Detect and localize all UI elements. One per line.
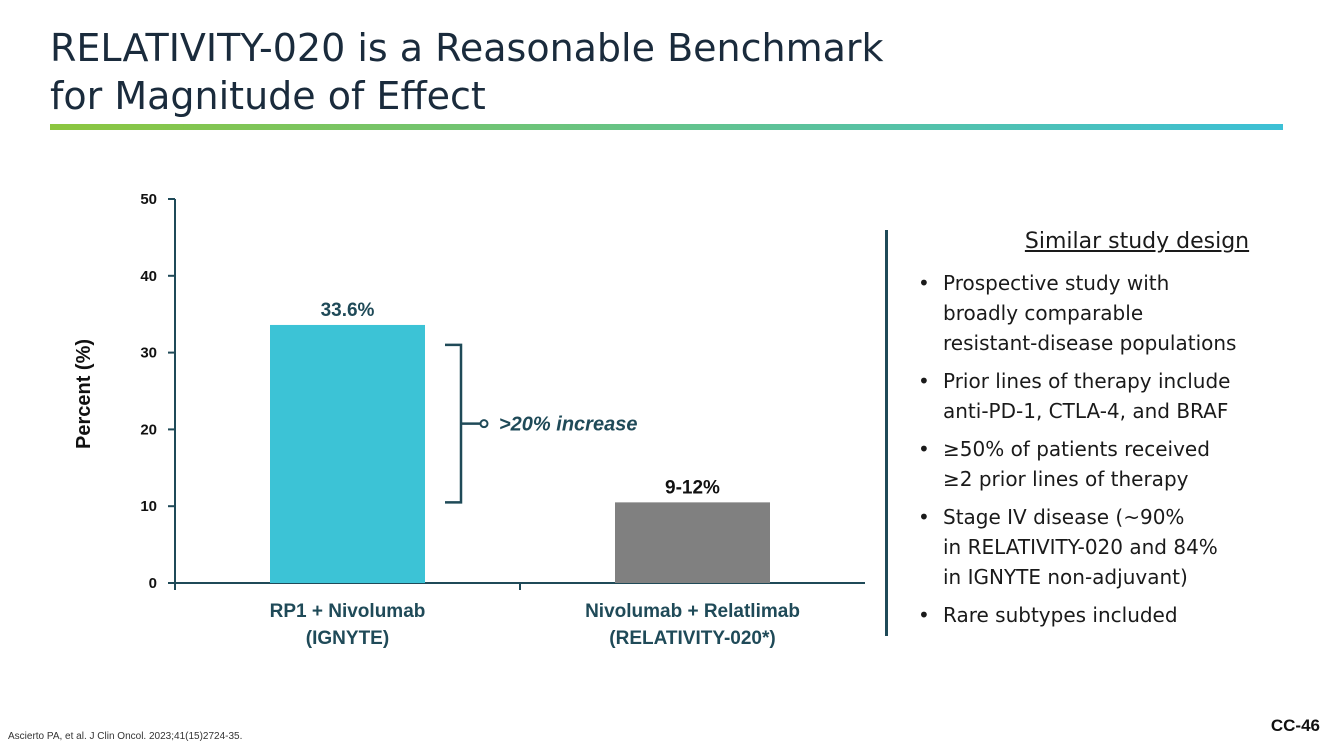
y-axis-title: Percent (%) xyxy=(73,339,95,449)
side-panel: Similar study design • Prospective study … xyxy=(912,226,1322,638)
y-tick-label: 40 xyxy=(140,268,157,285)
y-tick-label: 20 xyxy=(140,421,157,438)
data-label: 9-12% xyxy=(665,477,720,498)
category-label: RP1 + Nivolumab xyxy=(270,601,426,622)
bullet-text-line: in RELATIVITY-020 and 84% xyxy=(943,535,1218,559)
annotation-bracket xyxy=(445,343,463,504)
bullet-text-line: Rare subtypes included xyxy=(943,603,1178,627)
annotation-label: >20% increase xyxy=(499,414,637,436)
footnote-citation: Ascierto PA, et al. J Clin Oncol. 2023;4… xyxy=(8,731,243,742)
bullet-text-line: ≥2 prior lines of therapy xyxy=(943,467,1189,491)
annotation-dot xyxy=(479,419,489,429)
slide-title-line-2: for Magnitude of Effect xyxy=(50,74,486,118)
category-label: (RELATIVITY-020*) xyxy=(609,628,775,649)
y-tick-label: 50 xyxy=(140,191,157,208)
side-panel-heading: Similar study design xyxy=(1024,229,1250,254)
bullet-list: • Prospective study with broadly comparabl… xyxy=(912,268,1322,630)
bar xyxy=(615,502,770,583)
bullet-item: • Rare subtypes included xyxy=(912,600,1322,630)
bullet-text-line: anti-PD-1, CTLA-4, and BRAF xyxy=(943,399,1229,423)
bullet-text-line: ≥50% of patients received xyxy=(943,437,1210,461)
bar-chart: 0 10 20 30 40 50 Percent (%) 33.6% RP1 + Nivolum… xyxy=(73,191,865,649)
bullet-dot-icon: • xyxy=(918,271,930,295)
data-label: 33.6% xyxy=(321,300,375,321)
category-label: (IGNYTE) xyxy=(306,628,389,649)
category-label: Nivolumab + Relatlimab xyxy=(585,601,800,622)
bullet-dot-icon: • xyxy=(918,505,930,529)
bullet-item: • Stage IV disease (~90% in RELATIVITY-020… xyxy=(912,502,1322,592)
bullet-text-line: Prospective study with xyxy=(943,271,1170,295)
bullet-dot-icon: • xyxy=(918,603,930,627)
slide-title-line-1: RELATIVITY-020 is a Reasonable Benchmark xyxy=(50,26,884,70)
bullet-dot-icon: • xyxy=(918,369,930,393)
bullet-item: • ≥50% of patients received ≥2 prior lines… xyxy=(912,434,1322,494)
bullet-text-line: broadly comparable xyxy=(943,301,1144,325)
y-tick-label: 30 xyxy=(140,345,157,362)
bullet-dot-icon: • xyxy=(918,437,930,461)
bullet-text-line: Prior lines of therapy include xyxy=(943,369,1231,393)
bar xyxy=(270,324,425,583)
slide-title: RELATIVITY-020 is a Reasonable Benchmark… xyxy=(50,24,884,120)
panel-divider xyxy=(885,230,888,636)
bullet-text-line: Stage IV disease (~90% xyxy=(943,505,1185,529)
y-tick-label: 10 xyxy=(140,498,157,515)
y-tick-label: 0 xyxy=(149,575,157,592)
bullet-text-line: resistant-disease populations xyxy=(943,331,1237,355)
slide-number: CC-46 xyxy=(1270,716,1320,735)
bullet-text-line: in IGNYTE non-adjuvant) xyxy=(943,565,1188,589)
bullet-item: • Prospective study with broadly comparabl… xyxy=(912,268,1322,358)
bullet-item: • Prior lines of therapy include anti-PD-1… xyxy=(912,366,1322,426)
title-gradient-rule xyxy=(50,124,1283,130)
